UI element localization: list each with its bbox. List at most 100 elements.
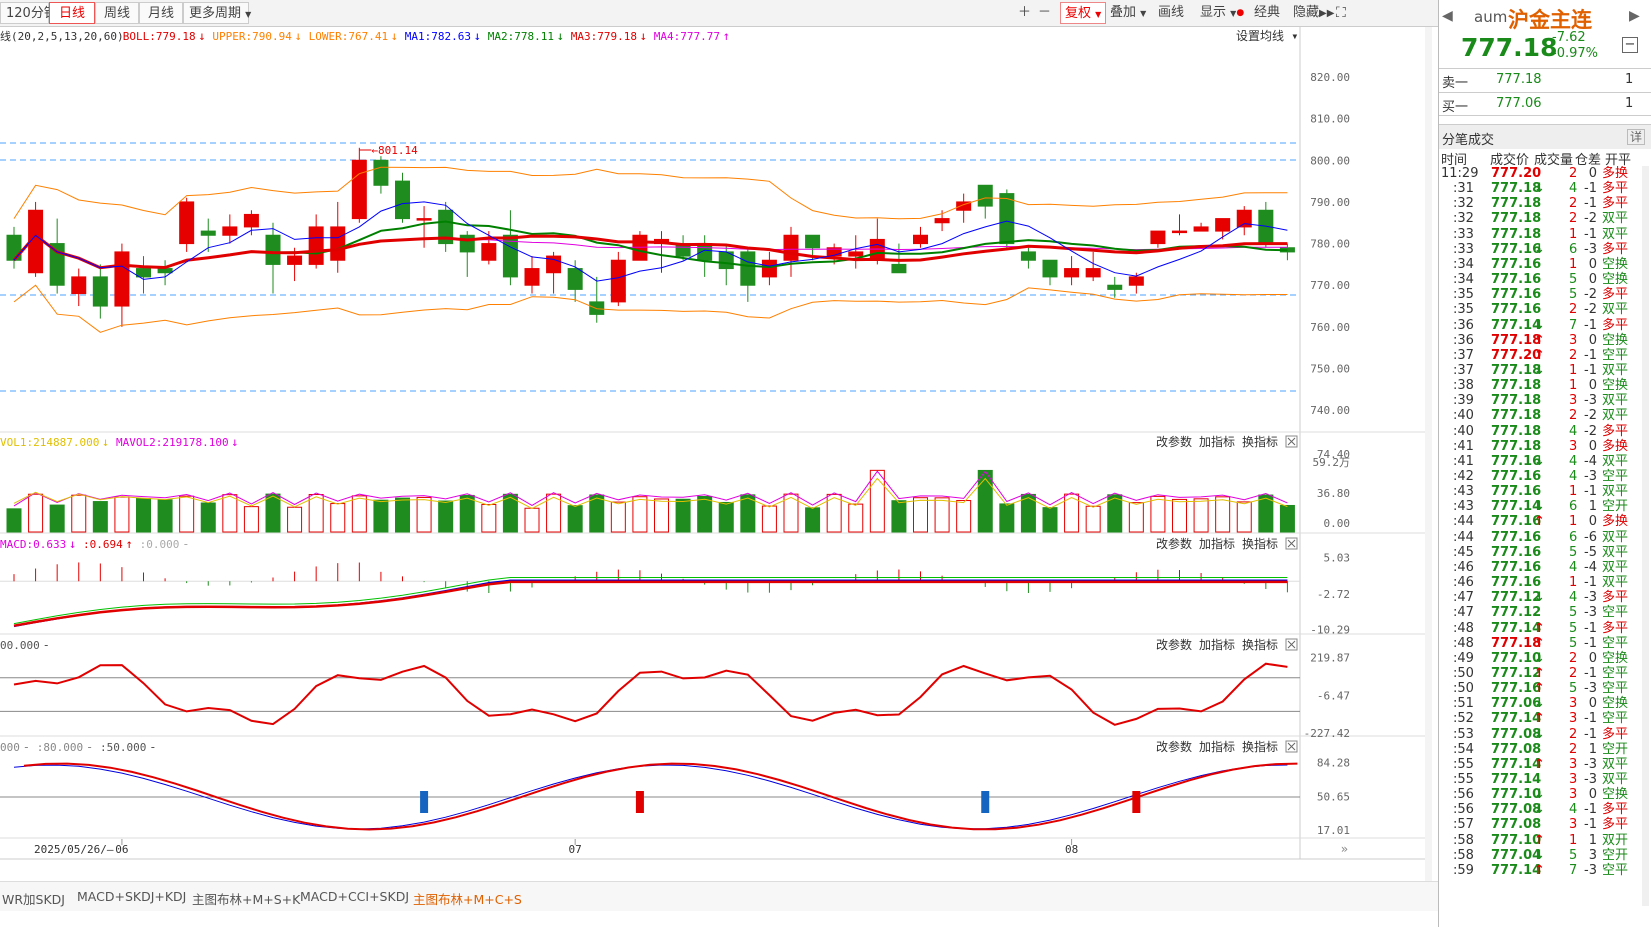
candle-body (265, 234, 281, 265)
tick-row: :48 777.14 ↑ 5 -1 多平 (1439, 621, 1651, 637)
vol-tick-label: 0.00 (1324, 517, 1351, 530)
ticks-scrollbar[interactable] (1642, 166, 1649, 906)
tick-time: :35 (1453, 302, 1474, 318)
tick-price: 777.18 (1491, 438, 1542, 454)
kline-chart[interactable]: 820.00 810.00 800.00 790.00 780.00 770.00 760.… (0, 27, 1425, 881)
max-price-label: ←801.14 (371, 144, 418, 157)
tick-oi-change: -5 (1584, 544, 1597, 560)
kdj-legend-arrow: - (23, 740, 30, 754)
tick-open-close: 空平 (1602, 605, 1629, 621)
chart-vertical-scrollbar[interactable] (1425, 27, 1432, 905)
period-day[interactable]: 日线 (49, 2, 95, 24)
tick-time: :54 (1453, 741, 1474, 757)
period-120min[interactable]: 120分钟 (0, 2, 57, 24)
tick-price: 777.08 (1491, 741, 1542, 757)
tick-arrow: ↓ (1534, 317, 1545, 333)
tick-price: 777.18 (1491, 181, 1542, 197)
tick-row: :54 777.08 2 1 空开 (1439, 742, 1651, 758)
collapse-icon[interactable]: − (1622, 37, 1638, 53)
tab-boll-m-s-k[interactable]: 主图布林+M+S+K (192, 892, 301, 907)
candle-body (1042, 259, 1058, 278)
tick-oi-change: -1 (1584, 362, 1597, 378)
volume-bar (718, 501, 734, 533)
tick-volume: 2 (1569, 408, 1578, 424)
tick-arrow: ↓ (1534, 650, 1545, 666)
tick-volume: 5 (1569, 681, 1578, 697)
volume-bar (956, 500, 972, 533)
volume-bar (71, 494, 87, 533)
cci-tick-label: 219.87 (1310, 652, 1350, 665)
tick-volume: 5 (1569, 620, 1578, 636)
tick-volume: 5 (1569, 847, 1578, 863)
next-instrument-icon[interactable]: ▶ (1629, 8, 1640, 24)
classic-button[interactable]: 经典 (1254, 5, 1281, 20)
tick-volume: 5 (1569, 605, 1578, 621)
ma2-line (13, 220, 1288, 269)
candle-body (459, 234, 475, 253)
boll-legend-item: UPPER:790.94 (212, 30, 292, 43)
tick-arrow: ↓ (1534, 499, 1545, 515)
tick-volume: 2 (1569, 665, 1578, 681)
cci-tick-label: -6.47 (1317, 690, 1350, 703)
overlay-dropdown[interactable]: 叠加 ▼ (1110, 2, 1146, 24)
ask-label: 卖一 (1442, 76, 1469, 91)
tick-open-close: 双平 (1602, 226, 1629, 242)
ticks-list[interactable]: 11:29 777.20 2 0 多换:31 777.18 ↓ 4 -1 多平:32 777.18 2… (1439, 166, 1651, 927)
tick-volume: 5 (1569, 544, 1578, 560)
draw-line-button[interactable]: 画线 (1158, 5, 1185, 20)
tick-time: :35 (1453, 287, 1474, 303)
tab-boll-m-c-s[interactable]: 主图布林+M+C+S (413, 892, 522, 907)
hide-button[interactable]: 隐藏▶▶ (1293, 2, 1334, 24)
candle-body (740, 251, 756, 286)
candle-body (761, 259, 777, 278)
zoom-in-icon[interactable]: ＋ (1018, 5, 1032, 20)
tab-wr-skdj[interactable]: WR加SKDJ (2, 892, 65, 907)
volume-bar (610, 501, 626, 533)
tick-row: :31 777.18 ↓ 4 -1 多平 (1439, 181, 1651, 197)
adjust-dropdown[interactable]: 复权 ▼ (1060, 2, 1107, 24)
tick-open-close: 多平 (1602, 317, 1629, 333)
detail-button[interactable]: 详 (1627, 129, 1646, 145)
tick-row: :52 777.14 ↑ 3 -1 空平 (1439, 711, 1651, 727)
tick-price: 777.18 (1491, 635, 1542, 651)
tick-price: 777.10 (1491, 832, 1542, 848)
display-dropdown[interactable]: 显示 ▼● (1200, 2, 1244, 24)
prev-instrument-icon[interactable]: ◀ (1442, 8, 1453, 24)
tick-arrow: ↑ (1534, 711, 1545, 727)
tick-oi-change: 0 (1588, 272, 1597, 288)
volume-bar (567, 505, 583, 533)
tick-price: 777.10 (1491, 787, 1542, 803)
tab-macd-cci-skdj[interactable]: MACD+CCI+SKDJ (300, 889, 410, 904)
candle-body (222, 226, 238, 236)
tick-open-close: 双平 (1602, 393, 1629, 409)
tick-time: :49 (1453, 650, 1474, 666)
tick-oi-change: 0 (1588, 514, 1597, 530)
candle-body (287, 255, 303, 265)
candle-body (869, 238, 885, 261)
kdj-signal-marker (420, 791, 429, 813)
ask-row: 卖一 777.18 1 (1439, 68, 1651, 92)
candle-body (1236, 209, 1252, 228)
macd-tick-label: -2.72 (1317, 588, 1350, 601)
tick-row: :58 777.10 ↑ 1 1 双开 (1439, 833, 1651, 849)
tick-oi-change: -1 (1584, 711, 1597, 727)
tick-price: 777.16 (1491, 302, 1542, 318)
tab-macd-skdj-kdj[interactable]: MACD+SKDJ+KDJ (77, 889, 187, 904)
pane-action-button: 加指标 (1199, 637, 1235, 652)
tick-row: :55 777.14 3 -3 双平 (1439, 772, 1651, 788)
fullscreen-icon[interactable]: ⛶ (1336, 5, 1346, 21)
candle-body (308, 226, 324, 265)
candle-body (1128, 276, 1144, 286)
candle-body (481, 243, 497, 261)
tick-volume: 5 (1569, 272, 1578, 288)
mavol-line (13, 470, 1288, 507)
tick-row: :49 777.10 ↓ 2 0 空换 (1439, 651, 1651, 667)
volume-bar (1172, 498, 1187, 533)
period-month[interactable]: 月线 (139, 2, 183, 24)
more-periods-dropdown[interactable]: 更多周期 ▼ (183, 2, 251, 24)
tick-time: :33 (1453, 226, 1474, 242)
zoom-out-icon[interactable]: － (1038, 5, 1052, 20)
tick-open-close: 双平 (1602, 302, 1629, 318)
cci-legend-arrow: - (43, 638, 50, 652)
period-week[interactable]: 周线 (95, 2, 139, 24)
